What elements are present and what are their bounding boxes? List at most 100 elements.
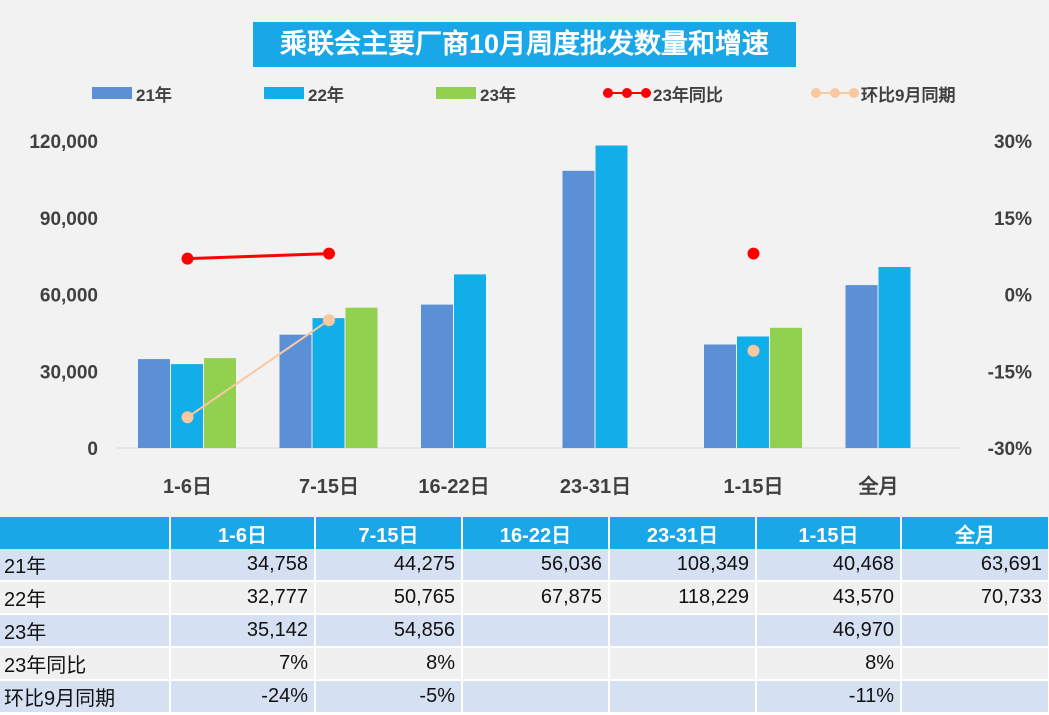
y-axis-tick-label: 60,000 [40, 286, 98, 307]
table-cell [901, 647, 1049, 681]
x-axis-tick-label: 1-6日 [163, 476, 212, 498]
x-axis-tick-label: 全月 [858, 474, 899, 498]
table-cell: 7% [170, 647, 316, 681]
point-环比9月同期-1-15日 [747, 344, 760, 357]
bar-22年-1-6日 [171, 364, 203, 448]
bar-21年-23-31日 [562, 170, 595, 449]
bar-22年-7-15日 [312, 318, 345, 448]
table-cell: 35,142 [170, 614, 316, 648]
table-header-cell: 全月 [901, 517, 1049, 549]
point-23年同比-7-15日 [323, 247, 335, 260]
table-cell: -11% [756, 680, 902, 714]
data-table: 1-6日 7-15日 16-22日 23-31日 1-15日 全月 21年 34… [0, 517, 1049, 714]
y-axis-tick-label: 30,000 [40, 362, 98, 383]
table-cell: 46,970 [756, 614, 902, 648]
row-label: 21年 [0, 549, 171, 582]
table-cell: 8% [315, 647, 463, 681]
chart-title: 乘联会主要厂商10月周度批发数量和增速 [253, 22, 796, 67]
table-header-cell: 16-22日 [462, 517, 610, 549]
table-row: 23年 35,142 54,856 46,970 [0, 614, 1049, 648]
row-label: 23年同比 [0, 647, 171, 681]
table-header-cell: 7-15日 [315, 517, 463, 549]
x-axis-tick-label: 23-31日 [560, 476, 631, 498]
table-cell [462, 680, 610, 714]
series-line-环比9月同期 [186, 319, 330, 419]
x-axis-tick-label: 16-22日 [418, 476, 489, 498]
x-axis-tick-label: 1-15日 [723, 476, 783, 498]
table-cell [609, 647, 757, 681]
point-环比9月同期-7-15日 [323, 314, 335, 327]
table-cell: 67,875 [462, 581, 610, 615]
legend-swatch-23 [436, 87, 476, 99]
legend-item-yoy: 23年同比 [603, 82, 723, 105]
table-header-cell: 1-15日 [756, 517, 902, 549]
point-23年同比-1-15日 [747, 247, 760, 260]
bar-22年-23-31日 [595, 145, 628, 448]
legend-marker-mom [811, 87, 859, 99]
table-cell: 56,036 [462, 549, 610, 582]
y-axis-tick-label: 120,000 [29, 132, 98, 153]
legend-swatch-21 [92, 87, 132, 99]
bar-21年-1-6日 [138, 359, 170, 448]
table-cell: -5% [315, 680, 463, 714]
table-cell: 63,691 [901, 549, 1049, 582]
table-cell: 50,765 [315, 581, 463, 615]
y2-axis-tick-label: 30% [994, 132, 1032, 153]
table-cell: 40,468 [756, 549, 902, 582]
table-row: 22年 32,777 50,765 67,875 118,229 43,570 … [0, 581, 1049, 615]
bar-23年-7-15日 [345, 307, 378, 448]
table-row: 23年同比 7% 8% 8% [0, 647, 1049, 681]
table-cell: 44,275 [315, 549, 463, 582]
bar-22年-全月 [878, 267, 911, 448]
table-cell: 70,733 [901, 581, 1049, 615]
legend-swatch-22 [264, 87, 304, 99]
y2-axis-tick-label: -30% [988, 439, 1032, 460]
table-cell: 118,229 [609, 581, 757, 615]
legend-label-23: 23年 [480, 85, 516, 105]
legend-marker-yoy [603, 87, 651, 99]
row-label: 环比9月同期 [0, 680, 171, 714]
table-cell [901, 680, 1049, 714]
legend-item-22: 22年 [264, 82, 344, 105]
bar-22年-16-22日 [454, 274, 486, 448]
point-23年同比-1-6日 [181, 252, 194, 265]
table-cell [901, 614, 1049, 648]
row-label: 23年 [0, 614, 171, 648]
legend-label-22: 22年 [308, 85, 344, 105]
legend-item-23: 23年 [436, 82, 516, 105]
y2-axis-tick-label: 15% [994, 209, 1032, 230]
y-axis-tick-label: 0 [87, 439, 98, 460]
legend-label-mom: 环比9月同期 [861, 85, 956, 105]
table-cell: 8% [756, 647, 902, 681]
table-cell [609, 614, 757, 648]
legend-label-yoy: 23年同比 [653, 85, 723, 105]
legend-item-mom: 环比9月同期 [811, 82, 956, 105]
table-cell: 108,349 [609, 549, 757, 582]
table-header-cell: 23-31日 [609, 517, 757, 549]
x-axis-tick-label: 7-15日 [299, 476, 359, 498]
table-cell: 54,856 [315, 614, 463, 648]
bar-23年-1-15日 [770, 327, 802, 448]
bar-21年-16-22日 [421, 304, 453, 448]
table-cell: 34,758 [170, 549, 316, 582]
table-cell: 43,570 [756, 581, 902, 615]
y2-axis-tick-label: -15% [988, 362, 1032, 383]
bar-21年-1-15日 [704, 344, 736, 448]
table-header-cell [0, 517, 171, 549]
table-cell [462, 614, 610, 648]
table-header-cell: 1-6日 [170, 517, 316, 549]
table-cell: 32,777 [170, 581, 316, 615]
table-row: 环比9月同期 -24% -5% -11% [0, 680, 1049, 714]
table-cell [462, 647, 610, 681]
table-row: 21年 34,758 44,275 56,036 108,349 40,468 … [0, 549, 1049, 582]
table-cell [609, 680, 757, 714]
point-环比9月同期-1-6日 [181, 411, 194, 424]
bar-21年-7-15日 [279, 334, 312, 448]
table-cell: -24% [170, 680, 316, 714]
combo-chart: 0 30,000 60,000 90,000 120,000 -30% -15% 0% 15% 3… [29, 132, 1032, 498]
legend-item-21: 21年 [92, 82, 172, 105]
y-axis-tick-label: 90,000 [40, 209, 98, 230]
table-header-row: 1-6日 7-15日 16-22日 23-31日 1-15日 全月 [0, 517, 1049, 549]
chart-area: 0 30,000 60,000 90,000 120,000 -30% -15% 0% 15% 3… [0, 0, 1049, 517]
row-label: 22年 [0, 581, 171, 615]
